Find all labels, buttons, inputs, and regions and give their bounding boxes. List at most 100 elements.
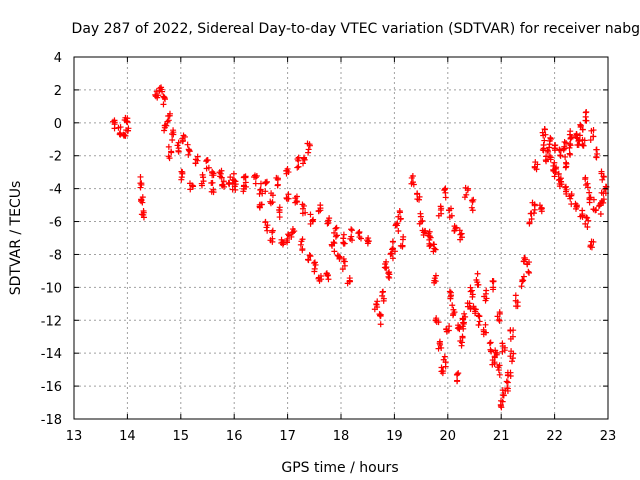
data-point bbox=[499, 387, 506, 394]
data-point bbox=[431, 245, 438, 252]
data-point bbox=[469, 291, 476, 298]
data-point bbox=[220, 178, 227, 185]
data-point bbox=[567, 151, 574, 158]
data-point bbox=[347, 235, 354, 242]
data-point bbox=[575, 137, 582, 144]
data-point bbox=[512, 297, 519, 304]
data-point bbox=[449, 302, 456, 309]
data-point bbox=[300, 160, 307, 167]
data-point bbox=[487, 339, 494, 346]
data-point bbox=[209, 179, 216, 186]
data-point bbox=[551, 142, 558, 149]
data-point bbox=[577, 122, 584, 129]
x-tick-label: 13 bbox=[66, 429, 83, 444]
data-point bbox=[262, 188, 269, 195]
data-point bbox=[348, 226, 355, 233]
data-point bbox=[231, 183, 238, 190]
data-point bbox=[111, 119, 118, 126]
data-point bbox=[295, 157, 302, 164]
data-point bbox=[267, 200, 274, 207]
data-point bbox=[504, 385, 511, 392]
data-point bbox=[499, 343, 506, 350]
data-point bbox=[435, 345, 442, 352]
data-point bbox=[356, 229, 363, 236]
data-point bbox=[525, 268, 532, 275]
data-point bbox=[562, 159, 569, 166]
data-point bbox=[161, 127, 168, 134]
data-point bbox=[490, 286, 497, 293]
data-point bbox=[586, 199, 593, 206]
x-axis-title: GPS time / hours bbox=[281, 460, 398, 476]
data-point bbox=[468, 204, 475, 211]
data-point bbox=[482, 329, 489, 336]
data-point bbox=[472, 310, 479, 317]
data-point bbox=[550, 168, 557, 175]
data-point bbox=[551, 159, 558, 166]
data-point bbox=[576, 132, 583, 139]
data-point bbox=[541, 137, 548, 144]
data-point bbox=[162, 122, 169, 129]
data-point bbox=[586, 189, 593, 196]
data-point bbox=[174, 142, 181, 149]
data-point bbox=[542, 131, 549, 138]
data-point bbox=[476, 313, 483, 320]
data-point bbox=[521, 254, 528, 261]
data-point bbox=[495, 367, 502, 374]
data-point bbox=[300, 155, 307, 162]
data-point bbox=[600, 173, 607, 180]
data-point bbox=[499, 348, 506, 355]
data-point bbox=[121, 132, 128, 139]
data-point bbox=[557, 147, 564, 154]
data-point bbox=[217, 170, 224, 177]
data-point bbox=[341, 262, 348, 269]
data-point bbox=[417, 213, 424, 220]
data-point bbox=[341, 240, 348, 247]
data-point bbox=[491, 354, 498, 361]
data-point bbox=[436, 340, 443, 347]
data-point bbox=[264, 227, 271, 234]
data-point bbox=[510, 350, 517, 357]
y-tick-label: -6 bbox=[49, 216, 62, 231]
data-point bbox=[186, 180, 193, 187]
data-point bbox=[459, 334, 466, 341]
x-tick-label: 23 bbox=[600, 429, 617, 444]
data-point bbox=[543, 158, 550, 165]
data-point bbox=[218, 174, 225, 181]
data-point bbox=[397, 242, 404, 249]
data-point bbox=[588, 127, 595, 134]
data-point bbox=[456, 227, 463, 234]
data-point bbox=[340, 235, 347, 242]
data-point bbox=[336, 254, 343, 261]
x-tick-label: 17 bbox=[279, 429, 296, 444]
data-point bbox=[587, 242, 594, 249]
y-tick-label: -12 bbox=[41, 314, 62, 329]
data-point bbox=[458, 339, 465, 346]
data-point bbox=[583, 214, 590, 221]
x-tick-label: 15 bbox=[173, 429, 190, 444]
data-point bbox=[380, 295, 387, 302]
data-point bbox=[192, 156, 199, 163]
data-point bbox=[315, 274, 322, 281]
data-point bbox=[446, 288, 453, 295]
data-point bbox=[460, 315, 467, 322]
data-point bbox=[496, 310, 503, 317]
data-point bbox=[300, 202, 307, 209]
data-point bbox=[184, 141, 191, 148]
data-point bbox=[396, 209, 403, 216]
y-tick-label: -10 bbox=[41, 281, 62, 296]
data-point bbox=[340, 231, 347, 238]
data-point bbox=[419, 227, 426, 234]
data-point bbox=[385, 273, 392, 280]
data-point bbox=[546, 141, 553, 148]
data-point bbox=[307, 253, 314, 260]
x-tick-label: 14 bbox=[119, 429, 136, 444]
data-point bbox=[470, 303, 477, 310]
data-point bbox=[306, 252, 313, 259]
data-point bbox=[440, 368, 447, 375]
data-point bbox=[431, 279, 438, 286]
data-point bbox=[457, 236, 464, 243]
data-point bbox=[441, 353, 448, 360]
data-point bbox=[584, 184, 591, 191]
data-point bbox=[414, 196, 421, 203]
data-point bbox=[179, 170, 186, 177]
